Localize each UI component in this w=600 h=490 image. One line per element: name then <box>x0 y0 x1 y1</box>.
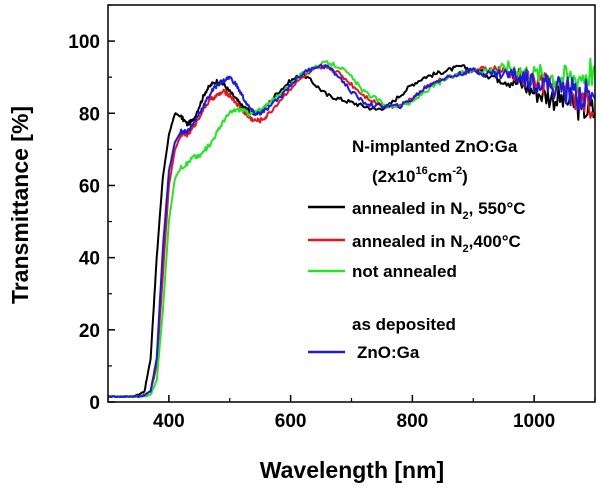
ticks-layer: 400 600 800 1000 0 20 40 60 80 100 <box>68 4 596 432</box>
y-tick-label-1: 20 <box>79 321 100 342</box>
legend-label-znoga: ZnO:Ga <box>357 343 420 362</box>
legend-heading: N-implanted ZnO:Ga <box>352 137 518 156</box>
y-tick-label-4: 80 <box>79 104 100 125</box>
legend-label-400: annealed in N2,400°C <box>352 232 521 255</box>
y-tick-label-2: 40 <box>79 249 100 270</box>
y-tick-label-3: 60 <box>79 176 100 197</box>
legend-label-400-pre: annealed in N <box>352 232 463 251</box>
legend: N-implanted ZnO:Ga (2x1016cm-2) annealed… <box>308 137 526 362</box>
y-tick-label-5: 100 <box>68 32 100 53</box>
legend-label-not-annealed: not annealed <box>352 262 457 281</box>
y-axis-label: Transmittance [%] <box>7 106 33 304</box>
series-line-0 <box>107 64 596 399</box>
legend-dose-unit-exp: -2 <box>452 165 462 177</box>
legend-dose-exp: 16 <box>415 165 427 177</box>
x-axis-label: Wavelength [nm] <box>260 457 444 483</box>
x-tick-label-3: 1000 <box>513 411 555 432</box>
series-line-3 <box>107 63 596 399</box>
legend-label-550-post: , 550°C <box>469 199 526 218</box>
legend-label-550-pre: annealed in N <box>352 199 463 218</box>
legend-label-550: annealed in N2, 550°C <box>352 199 526 222</box>
legend-label-400-sub: 2 <box>463 243 469 255</box>
y-tick-label-0: 0 <box>89 393 100 414</box>
series-layer <box>107 57 596 399</box>
legend-dose-suffix: ) <box>462 167 468 186</box>
legend-label-550-sub: 2 <box>463 210 469 222</box>
legend-label-400-post: ,400°C <box>469 232 521 251</box>
legend-dose-prefix: (2x10 <box>372 167 415 186</box>
x-tick-label-2: 800 <box>397 411 429 432</box>
legend-group2-heading: as deposited <box>352 315 456 334</box>
legend-dose-unit: cm <box>428 167 453 186</box>
x-tick-label-1: 600 <box>275 411 307 432</box>
legend-dose: (2x1016cm-2) <box>372 165 468 186</box>
x-tick-label-0: 400 <box>153 411 185 432</box>
